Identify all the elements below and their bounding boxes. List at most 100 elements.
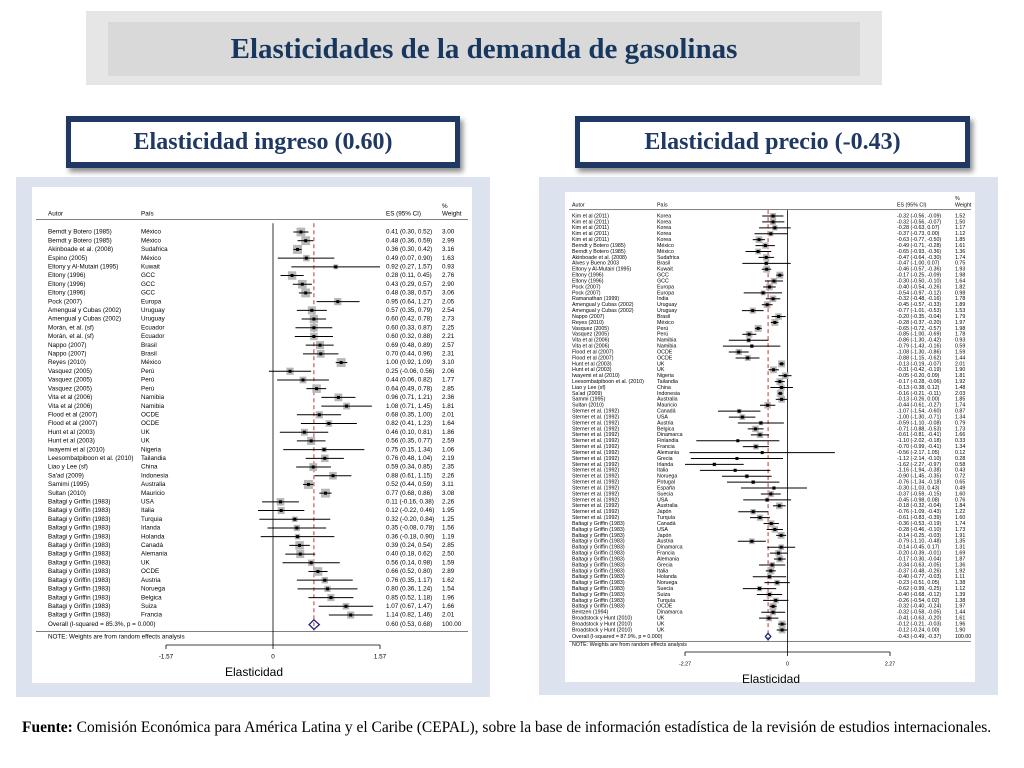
row-country: Perú [141,368,155,375]
row-weight: 1.50 [955,219,965,225]
row-country: Grecia [657,562,673,568]
row-author: Morán, et al. (sf) [48,333,94,340]
row-author: Sterner et al. (1992) [572,497,619,503]
point-estimate [778,380,782,384]
row-weight: 1.96 [955,621,965,627]
row-es: -0.31 (-0.42, -0.19) [897,367,941,373]
weights-note: NOTE: Weights are from random effects an… [572,642,687,648]
row-author: Sterner et al. (1992) [572,438,619,444]
point-estimate [295,526,299,530]
row-country: Holanda [657,574,677,580]
row-es: 0.77 (0.68, 0.86) [386,490,432,497]
point-estimate [756,326,760,330]
row-country: Japón [657,509,671,515]
row-country: Korea [657,219,671,225]
row-es: -0.62 (-0.99, -0.25) [897,586,941,592]
row-es: -0.30 (-0.50, -0.10) [897,278,941,284]
row-country: OCDE [657,355,673,361]
row-weight: 2.26 [442,472,455,479]
row-es: -0.12 (-0.21, -0.03) [897,621,941,627]
row-es: -0.32 (-0.58, -0.05) [897,610,941,616]
row-country: Uruguay [141,316,166,323]
point-estimate [751,309,755,313]
row-weight: 2.50 [442,551,455,558]
point-estimate [306,482,310,486]
row-country: Noruega [141,586,166,593]
row-country: Alemania [141,551,168,558]
row-weight: 1.38 [955,580,965,586]
row-es: -0.54 (-0.97, -0.12) [897,290,941,296]
row-weight: 1.60 [955,491,965,497]
row-es: -0.28 (-0.46, -0.10) [897,527,941,533]
row-author: Eltony (1996) [48,281,85,288]
row-country: USA [657,414,668,420]
point-estimate [349,613,353,617]
row-country: Sudafrica [141,246,168,253]
row-author: Baltagi y Griffin (1983) [572,568,625,574]
row-author: Nappo (2007) [48,351,87,358]
row-weight: 1.86 [442,429,455,436]
row-country: Irlanda [141,525,161,532]
row-author: Berndt y Botero (1985) [572,243,626,249]
x-tick-label: 1.57 [374,654,387,661]
row-weight: 1.92 [955,568,965,574]
point-estimate [771,214,775,218]
row-es: -0.37 (-0.59, -0.15) [897,491,941,497]
row-weight: 1.74 [955,403,965,409]
point-estimate [301,378,305,382]
row-weight: 1.97 [955,604,965,610]
row-author: Leesombatpiboon et al. (2010) [48,455,133,462]
row-weight: 1.36 [955,562,965,568]
row-author: Baltagi y Griffin (1983) [48,577,111,584]
row-es: -0.76 (-1.34, -0.18) [897,480,941,486]
point-estimate [773,226,777,230]
row-es: -0.17 (-0.25, -0.09) [897,273,941,279]
row-author: Vita et al (2006) [572,344,610,350]
row-country: Italia [657,568,668,574]
point-estimate [780,622,784,626]
row-author: Ramanathan (1999) [572,296,619,302]
row-author: Baltagi y Griffin (1983) [48,551,111,558]
overall-diamond [308,618,321,631]
row-weight: 0.58 [955,462,965,468]
row-country: Suiza [141,603,157,610]
row-author: Baltagi y Griffin (1983) [572,551,625,557]
row-es: -1.00 (-1.30, -0.71) [897,414,941,420]
row-author: Flood et al (2007) [48,420,97,427]
row-es: -0.20 (-0.35, -0.04) [897,314,941,320]
row-author: Baltagi y Griffin (1983) [572,556,625,562]
row-country: China [657,385,671,391]
row-author: Baltagi y Griffin (1983) [48,542,111,549]
point-estimate [345,404,349,408]
row-country: UK [657,367,665,373]
row-weight: 1.97 [955,320,965,326]
point-estimate [323,491,327,495]
row-country: Australia [657,397,678,403]
row-es: -0.28 (-0.37, -0.20) [897,320,941,326]
row-es: 0.88 (0.61, 1.15) [386,472,432,479]
row-weight: 0.87 [955,409,965,415]
row-es: 0.82 (0.41, 1.23) [386,420,432,427]
point-estimate [740,415,744,419]
row-author: Sultan (2010) [572,403,604,409]
row-weight: 2.06 [442,368,455,375]
row-country: Noruega [657,474,677,480]
row-weight: 1.12 [955,586,965,592]
row-author: Amengual y Cubas (2002) [48,316,121,323]
row-author: Pock (2007) [48,298,82,305]
row-weight: 1.64 [442,420,455,427]
row-country: México [657,249,674,255]
row-country: Indonesia [141,472,169,479]
row-country: Francia [141,612,162,619]
row-es: -0.37 (-0.73, 0.00) [897,231,940,237]
point-estimate [773,320,777,324]
point-estimate [312,334,316,338]
row-es: 0.75 (0.15, 1.34) [386,446,432,453]
row-weight: 2.36 [442,394,455,401]
row-country: Ecuador [141,333,164,340]
row-es: -0.86 (-1.30, -0.42) [897,338,941,344]
row-author: Pock (2007) [572,290,601,296]
row-weight: 1.60 [955,515,965,521]
point-estimate [780,397,784,401]
row-country: USA [657,497,668,503]
